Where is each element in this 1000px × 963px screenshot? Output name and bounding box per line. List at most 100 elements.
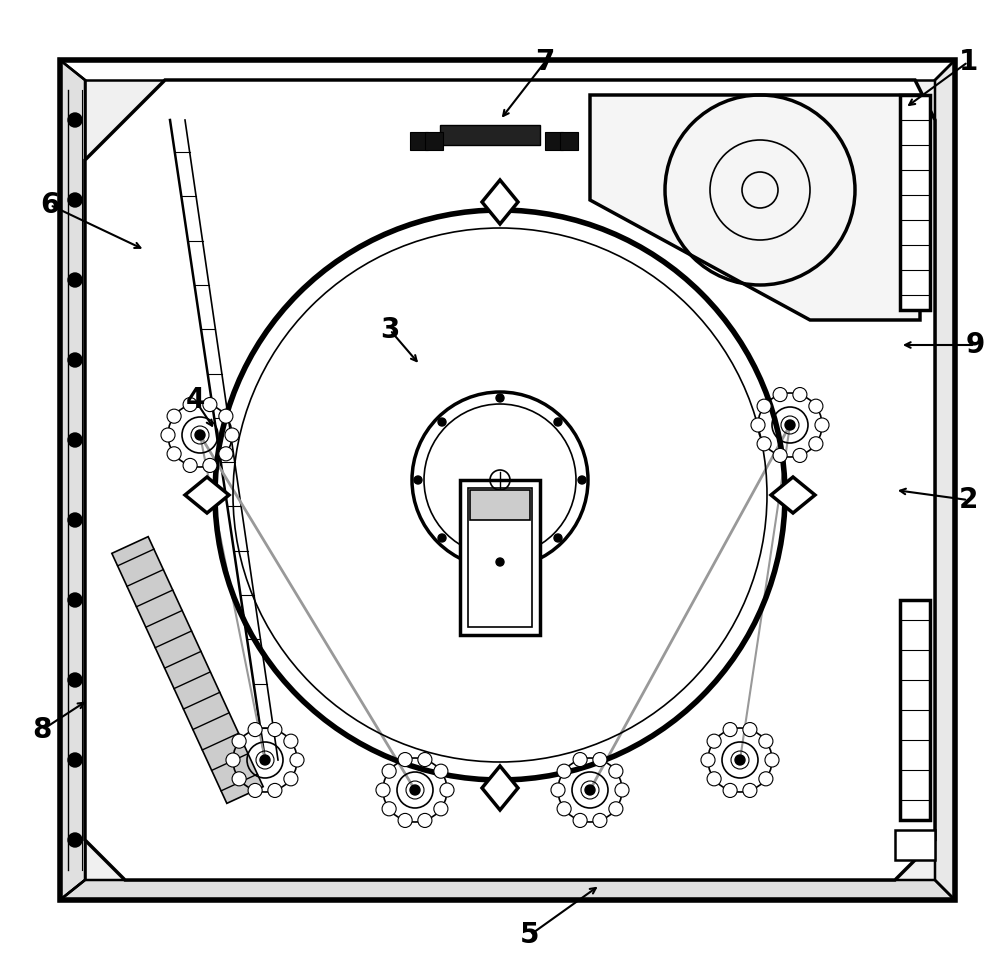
- Polygon shape: [112, 536, 263, 803]
- Circle shape: [815, 418, 829, 432]
- Circle shape: [557, 802, 571, 816]
- Circle shape: [609, 765, 623, 778]
- Polygon shape: [900, 600, 930, 820]
- Polygon shape: [185, 477, 229, 513]
- Bar: [545, 132, 563, 150]
- Circle shape: [68, 513, 82, 527]
- Circle shape: [793, 449, 807, 462]
- Circle shape: [578, 476, 586, 484]
- Circle shape: [707, 771, 721, 786]
- Circle shape: [68, 113, 82, 127]
- Circle shape: [398, 752, 412, 767]
- Text: 2: 2: [958, 486, 978, 514]
- Circle shape: [735, 755, 745, 765]
- Circle shape: [785, 420, 795, 430]
- Bar: [468, 488, 532, 627]
- Text: 5: 5: [520, 921, 540, 949]
- Polygon shape: [482, 180, 518, 224]
- Circle shape: [418, 814, 432, 827]
- Circle shape: [701, 753, 715, 768]
- Circle shape: [203, 398, 217, 411]
- Circle shape: [557, 765, 571, 778]
- Text: 9: 9: [965, 331, 985, 359]
- Circle shape: [268, 722, 282, 737]
- Circle shape: [434, 802, 448, 816]
- Text: 6: 6: [40, 191, 60, 219]
- Polygon shape: [60, 880, 955, 900]
- Circle shape: [593, 752, 607, 767]
- Polygon shape: [60, 60, 85, 900]
- Circle shape: [440, 783, 454, 797]
- Circle shape: [765, 753, 779, 768]
- Circle shape: [809, 437, 823, 451]
- Bar: [470, 490, 530, 520]
- Text: 1: 1: [958, 48, 978, 76]
- Circle shape: [161, 428, 175, 442]
- Bar: [425, 132, 443, 150]
- Circle shape: [615, 783, 629, 797]
- Circle shape: [585, 785, 595, 795]
- Bar: [460, 480, 540, 635]
- Polygon shape: [85, 80, 935, 880]
- Circle shape: [268, 783, 282, 797]
- Circle shape: [496, 558, 504, 566]
- Polygon shape: [935, 60, 955, 900]
- Circle shape: [68, 193, 82, 207]
- Circle shape: [410, 785, 420, 795]
- Circle shape: [554, 418, 562, 426]
- Circle shape: [376, 783, 390, 797]
- Circle shape: [167, 447, 181, 461]
- Circle shape: [167, 409, 181, 423]
- Circle shape: [434, 765, 448, 778]
- Circle shape: [438, 418, 446, 426]
- Circle shape: [225, 428, 239, 442]
- Circle shape: [414, 476, 422, 484]
- Circle shape: [573, 752, 587, 767]
- Circle shape: [551, 783, 565, 797]
- Circle shape: [260, 755, 270, 765]
- Circle shape: [248, 722, 262, 737]
- Circle shape: [793, 387, 807, 402]
- Circle shape: [609, 802, 623, 816]
- Circle shape: [773, 449, 787, 462]
- Circle shape: [723, 722, 737, 737]
- Circle shape: [203, 458, 217, 473]
- Circle shape: [418, 752, 432, 767]
- Text: 3: 3: [380, 316, 400, 344]
- Circle shape: [68, 753, 82, 767]
- Circle shape: [68, 353, 82, 367]
- Polygon shape: [590, 95, 920, 320]
- Circle shape: [183, 398, 197, 411]
- Circle shape: [723, 783, 737, 797]
- Circle shape: [757, 399, 771, 413]
- Circle shape: [290, 753, 304, 768]
- Polygon shape: [771, 477, 815, 513]
- Circle shape: [219, 447, 233, 461]
- Circle shape: [707, 734, 721, 748]
- Text: 8: 8: [32, 716, 52, 744]
- Polygon shape: [482, 766, 518, 810]
- Circle shape: [232, 734, 246, 748]
- Text: 7: 7: [535, 48, 555, 76]
- Circle shape: [68, 833, 82, 847]
- Circle shape: [743, 783, 757, 797]
- Circle shape: [232, 771, 246, 786]
- Circle shape: [438, 534, 446, 542]
- Bar: [560, 132, 578, 150]
- Bar: [410, 132, 428, 150]
- Circle shape: [773, 387, 787, 402]
- Circle shape: [398, 814, 412, 827]
- Circle shape: [751, 418, 765, 432]
- Circle shape: [226, 753, 240, 768]
- Circle shape: [593, 814, 607, 827]
- Circle shape: [743, 722, 757, 737]
- Circle shape: [195, 430, 205, 440]
- Polygon shape: [85, 80, 935, 880]
- Circle shape: [68, 433, 82, 447]
- Circle shape: [68, 593, 82, 607]
- Circle shape: [219, 409, 233, 423]
- Circle shape: [759, 771, 773, 786]
- Circle shape: [757, 437, 771, 451]
- Circle shape: [68, 273, 82, 287]
- Polygon shape: [440, 125, 540, 145]
